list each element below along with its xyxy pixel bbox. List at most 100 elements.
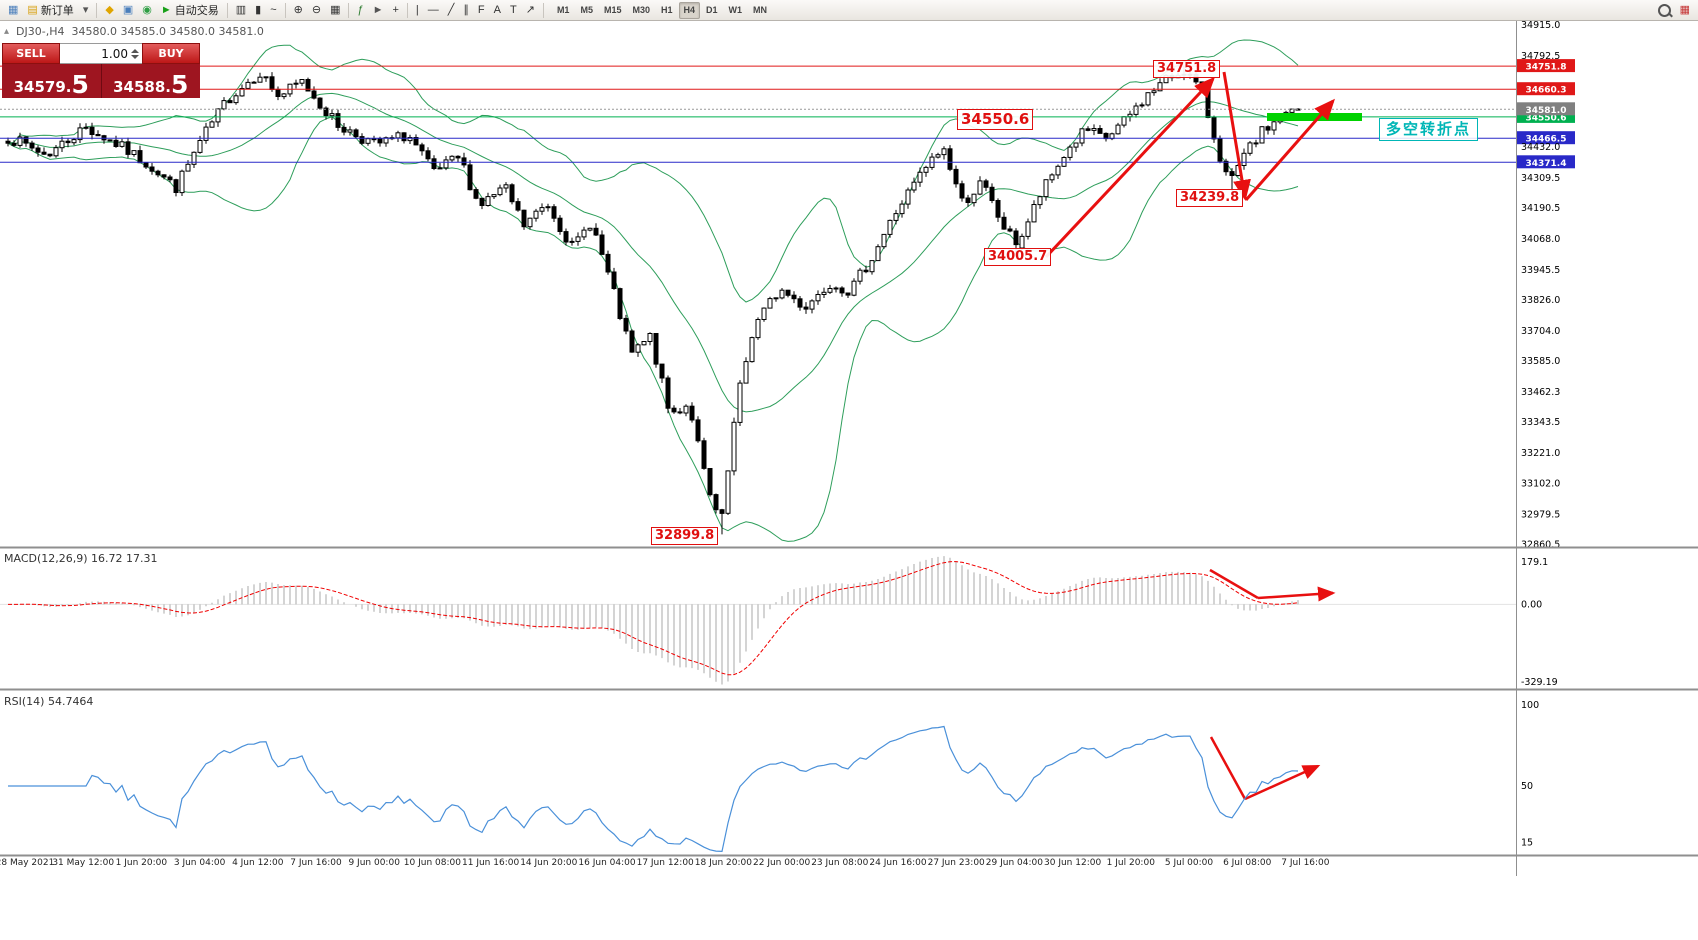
buy-button[interactable]: BUY xyxy=(142,43,200,64)
autotrade-button[interactable]: ► 自动交易 xyxy=(157,1,223,19)
candlestick-chart-icon[interactable]: ▮ xyxy=(251,1,265,19)
zoom-in-icon[interactable]: ⊕ xyxy=(290,1,307,19)
tile-windows-icon[interactable]: ▦ xyxy=(326,1,344,19)
favorites-icon[interactable]: ◆ xyxy=(101,1,117,19)
timeframe-d1[interactable]: D1 xyxy=(701,2,723,19)
svg-text:32979.5: 32979.5 xyxy=(1521,509,1560,520)
chart-symbol-label: ▴ DJ30-,H4 34580.0 34585.0 34580.0 34581… xyxy=(4,25,264,38)
collapse-trade-panel-icon[interactable]: ▴ xyxy=(4,26,10,37)
svg-text:34660.3: 34660.3 xyxy=(1526,86,1567,96)
toolbar: ▦ ▤ 新订单 ▾ ◆ ▣ ◉ ► 自动交易 ▥ ▮ ~ ⊕ ⊖ ▦ ƒ ► + | — ╱ ∥ F A T ↗ M1 M5 M15 M3… xyxy=(0,0,1698,21)
timeframe-m30[interactable]: M30 xyxy=(627,2,655,19)
charts-window-icon[interactable]: ▦ xyxy=(4,1,22,19)
volume-stepper[interactable]: 1.00 xyxy=(60,43,142,64)
svg-text:50: 50 xyxy=(1521,781,1533,792)
svg-text:34792.5: 34792.5 xyxy=(1521,51,1560,62)
text-icon[interactable]: A xyxy=(490,1,505,19)
search-icon[interactable] xyxy=(1654,1,1675,19)
horizontal-level-lines[interactable] xyxy=(0,65,1516,163)
cursor-icon[interactable]: ► xyxy=(369,1,388,19)
trend-arrows-rsi[interactable] xyxy=(1209,736,1321,801)
sell-price[interactable]: 34579. 5 xyxy=(2,64,102,98)
toolbar-separator xyxy=(542,2,544,18)
sell-button[interactable]: SELL xyxy=(2,43,60,64)
svg-text:14 Jun 20:00: 14 Jun 20:00 xyxy=(520,858,577,868)
volume-up-icon[interactable] xyxy=(131,48,139,53)
refresh-icon[interactable]: ◉ xyxy=(138,1,156,19)
price-flag-32899.8[interactable]: 32899.8 xyxy=(651,527,719,546)
volume-down-icon[interactable] xyxy=(131,54,139,59)
svg-text:11 Jun 16:00: 11 Jun 16:00 xyxy=(462,858,519,868)
horizontal-line-icon[interactable]: — xyxy=(424,1,443,19)
trend-arrows-main[interactable] xyxy=(1044,71,1335,259)
trend-arrows-macd[interactable] xyxy=(1209,568,1336,602)
timeframe-m1[interactable]: M1 xyxy=(552,2,575,19)
dropdown-icon[interactable]: ▾ xyxy=(79,1,93,19)
svg-text:179.1: 179.1 xyxy=(1521,557,1548,568)
svg-text:30 Jun 12:00: 30 Jun 12:00 xyxy=(1044,858,1101,868)
candlestick-series xyxy=(5,66,1301,535)
timeframe-w1[interactable]: W1 xyxy=(724,2,748,19)
timeframe-h4[interactable]: H4 xyxy=(678,1,701,19)
svg-text:16 Jun 04:00: 16 Jun 04:00 xyxy=(578,858,635,868)
svg-text:15: 15 xyxy=(1521,838,1533,849)
fibonacci-icon[interactable]: F xyxy=(474,1,489,19)
svg-text:34915.0: 34915.0 xyxy=(1521,20,1560,31)
channel-icon[interactable]: ∥ xyxy=(459,1,473,19)
timeframe-m5[interactable]: M5 xyxy=(575,2,598,19)
svg-text:34371.4: 34371.4 xyxy=(1526,159,1567,169)
price-flag-34005.7[interactable]: 34005.7 xyxy=(984,248,1052,267)
window-red-icon[interactable]: ▦ xyxy=(1676,1,1694,19)
new-order-button[interactable]: ▤ 新订单 xyxy=(23,1,77,19)
toolbar-separator xyxy=(96,2,98,18)
timeframe-m15[interactable]: M15 xyxy=(599,2,627,19)
svg-text:34581.0: 34581.0 xyxy=(1526,106,1567,116)
svg-text:0.00: 0.00 xyxy=(1521,599,1542,610)
price-flag-34751.8[interactable]: 34751.8 xyxy=(1153,60,1221,79)
svg-text:5 Jul 00:00: 5 Jul 00:00 xyxy=(1165,858,1214,868)
svg-text:3 Jun 04:00: 3 Jun 04:00 xyxy=(174,858,226,868)
svg-text:33704.0: 33704.0 xyxy=(1521,326,1560,337)
macd-signal-line xyxy=(8,561,1299,676)
trendline-icon[interactable]: ╱ xyxy=(444,1,459,19)
svg-text:6 Jul 08:00: 6 Jul 08:00 xyxy=(1223,858,1272,868)
vertical-line-icon[interactable]: | xyxy=(412,1,423,19)
price-flag-34550.6[interactable]: 34550.6 xyxy=(957,109,1034,130)
toolbar-separator xyxy=(226,2,228,18)
timeframe-h1[interactable]: H1 xyxy=(656,2,678,19)
price-flag-34239.8[interactable]: 34239.8 xyxy=(1176,189,1244,208)
label-icon[interactable]: T xyxy=(506,1,521,19)
svg-text:7 Jun 16:00: 7 Jun 16:00 xyxy=(290,858,342,868)
profiles-icon[interactable]: ▣ xyxy=(119,1,137,19)
svg-text:17 Jun 12:00: 17 Jun 12:00 xyxy=(637,858,694,868)
price-tag: 34466.5 xyxy=(1517,131,1575,145)
svg-text:18 Jun 20:00: 18 Jun 20:00 xyxy=(695,858,752,868)
crosshair-icon[interactable]: + xyxy=(388,1,402,19)
zoom-out-icon[interactable]: ⊖ xyxy=(308,1,325,19)
toolbar-separator xyxy=(284,2,286,18)
indicators-icon[interactable]: ƒ xyxy=(353,1,367,19)
svg-text:33826.0: 33826.0 xyxy=(1521,295,1560,306)
volume-value[interactable]: 1.00 xyxy=(101,46,128,61)
line-chart-icon[interactable]: ~ xyxy=(266,1,280,19)
buy-price[interactable]: 34588. 5 xyxy=(101,64,200,98)
svg-text:34190.5: 34190.5 xyxy=(1521,203,1560,214)
svg-text:29 Jun 04:00: 29 Jun 04:00 xyxy=(986,858,1043,868)
pivot-note-box[interactable]: 多空转折点 xyxy=(1379,118,1479,141)
rsi-line xyxy=(8,725,1299,853)
arrows-tool-icon[interactable]: ↗ xyxy=(522,1,539,19)
bollinger-bands xyxy=(7,39,1299,542)
price-axis: 34915.0 34792.5 34432.0 34309.5 34190.5 34068… xyxy=(1521,20,1560,550)
svg-text:10 Jun 08:00: 10 Jun 08:00 xyxy=(404,858,461,868)
svg-text:34432.0: 34432.0 xyxy=(1521,142,1560,153)
timeframe-group: M1 M5 M15 M30 H1 H4 D1 W1 MN xyxy=(552,1,772,19)
svg-text:9 Jun 00:00: 9 Jun 00:00 xyxy=(348,858,400,868)
toolbar-separator xyxy=(406,2,408,18)
volume-spin-buttons[interactable] xyxy=(131,48,139,59)
symbol-name: DJ30-,H4 xyxy=(16,25,65,38)
svg-text:7 Jul 16:00: 7 Jul 16:00 xyxy=(1281,858,1330,868)
bar-chart-icon[interactable]: ▥ xyxy=(232,1,250,19)
timeframe-mn[interactable]: MN xyxy=(748,2,772,19)
